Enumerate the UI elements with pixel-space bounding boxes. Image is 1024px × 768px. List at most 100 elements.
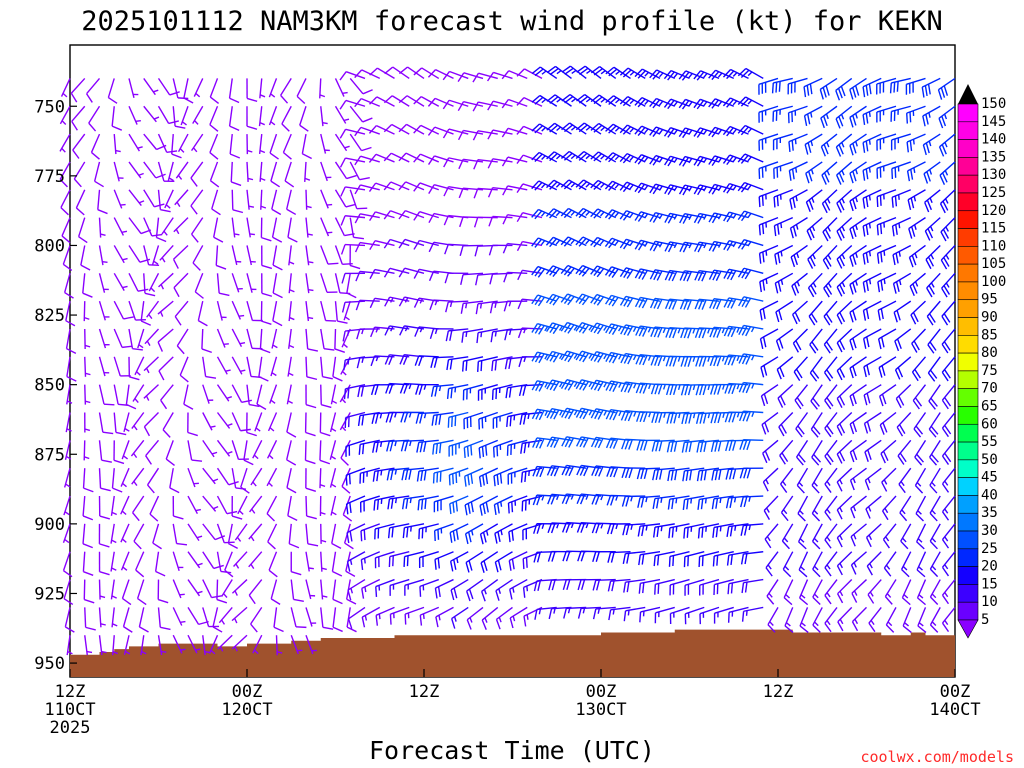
wind-barb bbox=[260, 301, 272, 325]
wind-barb bbox=[417, 495, 439, 511]
credit-link[interactable]: coolwx.com/models bbox=[860, 748, 1014, 766]
wind-barb bbox=[227, 523, 238, 549]
wind-barb bbox=[290, 634, 303, 655]
wind-barb bbox=[305, 607, 317, 627]
wind-barb bbox=[231, 606, 248, 624]
y-tick-label: 775 bbox=[34, 167, 65, 187]
wind-barb bbox=[398, 238, 425, 249]
wind-barb bbox=[389, 578, 410, 596]
wind-barb bbox=[202, 523, 226, 541]
wind-barb bbox=[635, 353, 661, 366]
wind-barb bbox=[926, 300, 941, 326]
wind-barb bbox=[575, 207, 602, 219]
wind-barb bbox=[663, 127, 690, 138]
wind-barb bbox=[789, 217, 808, 239]
wind-barb bbox=[143, 384, 159, 401]
wind-barb bbox=[84, 384, 91, 405]
wind-barb bbox=[334, 78, 348, 97]
wind-barb bbox=[726, 551, 749, 566]
wind-barb bbox=[287, 217, 298, 243]
wind-barb bbox=[121, 440, 130, 460]
wind-barb bbox=[59, 105, 71, 125]
wind-barb bbox=[604, 180, 631, 191]
wind-barb bbox=[772, 133, 793, 151]
wind-barb bbox=[506, 411, 528, 428]
wind-barb bbox=[758, 216, 779, 236]
wind-barb bbox=[771, 77, 793, 94]
wind-barb bbox=[906, 161, 926, 182]
wind-barb bbox=[941, 356, 956, 382]
wind-barb bbox=[290, 579, 304, 602]
wind-barb bbox=[941, 300, 956, 326]
colorbar-swatch bbox=[957, 281, 979, 301]
wind-barb bbox=[532, 465, 557, 478]
wind-barb bbox=[708, 269, 734, 281]
wind-barb bbox=[546, 407, 572, 420]
wind-barb bbox=[902, 607, 912, 634]
wind-barb bbox=[155, 217, 167, 243]
x-tick-label: 120CT bbox=[221, 700, 272, 720]
wind-barb bbox=[111, 106, 123, 131]
wind-barb bbox=[622, 551, 646, 565]
wind-barb bbox=[849, 77, 867, 100]
wind-barb bbox=[546, 436, 572, 449]
wind-barb bbox=[273, 607, 284, 633]
wind-barb bbox=[267, 523, 278, 550]
wind-barb bbox=[98, 412, 114, 435]
wind-barb bbox=[113, 412, 127, 436]
wind-barb bbox=[416, 467, 439, 482]
wind-barb bbox=[375, 578, 395, 598]
wind-barb bbox=[591, 465, 616, 477]
wind-barb bbox=[532, 437, 557, 449]
wind-barb bbox=[638, 578, 661, 594]
wind-barb bbox=[82, 523, 93, 549]
x-tick-label: 00Z bbox=[940, 682, 971, 702]
wind-barb bbox=[791, 300, 808, 325]
wind-barb bbox=[836, 551, 853, 576]
wind-barb bbox=[320, 356, 333, 380]
wind-barb bbox=[916, 523, 927, 550]
wind-barb bbox=[389, 606, 410, 625]
wind-barb bbox=[473, 187, 498, 199]
wind-barb bbox=[234, 523, 248, 542]
wind-barb bbox=[86, 77, 101, 103]
wind-barb bbox=[319, 440, 331, 465]
wind-barb bbox=[290, 607, 307, 629]
wind-barb bbox=[803, 77, 823, 98]
wind-barb bbox=[917, 607, 927, 634]
wind-barb bbox=[341, 300, 366, 313]
wind-barb bbox=[60, 78, 71, 98]
wind-barb bbox=[776, 356, 794, 380]
wind-barb bbox=[404, 606, 425, 625]
wind-barb bbox=[187, 412, 198, 437]
wind-barb bbox=[457, 72, 484, 83]
wind-barb bbox=[172, 106, 186, 129]
wind-barb bbox=[487, 100, 513, 111]
wind-barb bbox=[463, 411, 484, 430]
wind-barb bbox=[401, 495, 425, 510]
wind-barb bbox=[506, 439, 528, 456]
wind-barb bbox=[605, 380, 631, 392]
wind-barb bbox=[911, 356, 927, 382]
wind-barb bbox=[442, 70, 469, 81]
wind-barb bbox=[577, 606, 602, 619]
wind-barb bbox=[764, 523, 779, 549]
wind-barb bbox=[811, 467, 823, 494]
wind-barb bbox=[576, 493, 602, 505]
wind-barb bbox=[305, 551, 314, 572]
wind-barb bbox=[863, 411, 882, 434]
wind-barb bbox=[634, 211, 661, 222]
wind-barb bbox=[759, 300, 779, 321]
wind-barb bbox=[173, 272, 189, 298]
wind-barb bbox=[369, 240, 395, 251]
wind-barb bbox=[143, 105, 160, 123]
wind-barb bbox=[285, 440, 297, 466]
colorbar-label: 55 bbox=[981, 434, 998, 450]
wind-barb bbox=[775, 328, 794, 351]
wind-barb bbox=[161, 217, 174, 236]
wind-barb bbox=[722, 125, 749, 137]
wind-barb bbox=[157, 300, 174, 317]
wind-barb bbox=[334, 328, 346, 353]
colorbar-label: 30 bbox=[981, 523, 998, 539]
wind-barb bbox=[486, 71, 513, 82]
